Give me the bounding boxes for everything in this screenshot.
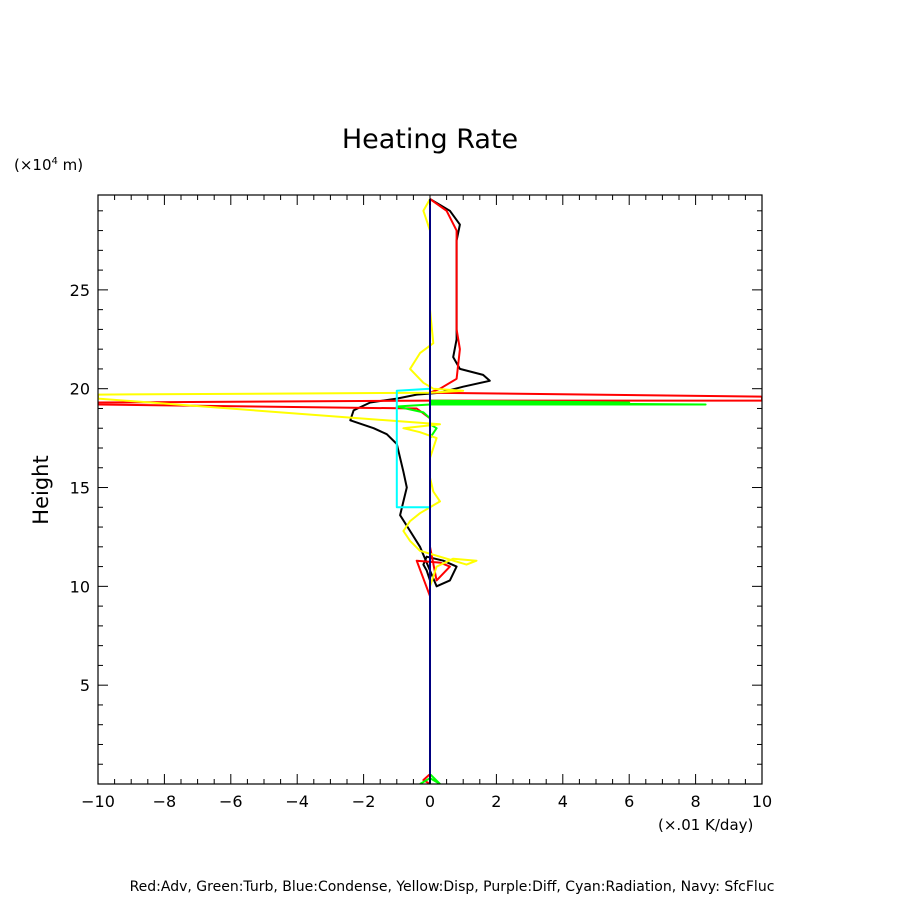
y-axis-label: Height [29, 455, 53, 524]
series-line-1 [98, 198, 762, 784]
x-tick-label: 8 [691, 792, 701, 811]
x-tick-label: 6 [624, 792, 634, 811]
x-tick-label: −2 [352, 792, 376, 811]
series-line-3 [98, 198, 478, 784]
x-tick-label: 4 [558, 792, 568, 811]
series-line-0 [349, 198, 491, 779]
y-tick-label: 25 [70, 281, 90, 300]
y-tick-label: 20 [70, 380, 90, 399]
x-unit-label: (×.01 K/day) [658, 816, 753, 834]
x-tick-label: −6 [219, 792, 243, 811]
x-tick-label: −4 [285, 792, 309, 811]
y-tick-label: 15 [70, 479, 90, 498]
legend: Red:Adv, Green:Turb, Blue:Condense, Yell… [130, 879, 775, 895]
chart-title: Heating Rate [342, 124, 518, 155]
x-tick-label: 10 [752, 792, 772, 811]
x-tick-label: −10 [81, 792, 115, 811]
x-tick-label: 2 [491, 792, 501, 811]
series-group [98, 198, 762, 784]
x-tick-label: −8 [153, 792, 177, 811]
plot-area: −10 −8 −6 −4 −2 0 2 4 6 8 10 5 10 15 20 25 [70, 194, 772, 811]
y-tick-label: 5 [80, 676, 90, 695]
series-line-2 [395, 199, 707, 784]
y-tick-label: 10 [70, 577, 90, 596]
x-tick-label: 0 [425, 792, 435, 811]
y-unit-label: (×104 m) [14, 156, 83, 174]
